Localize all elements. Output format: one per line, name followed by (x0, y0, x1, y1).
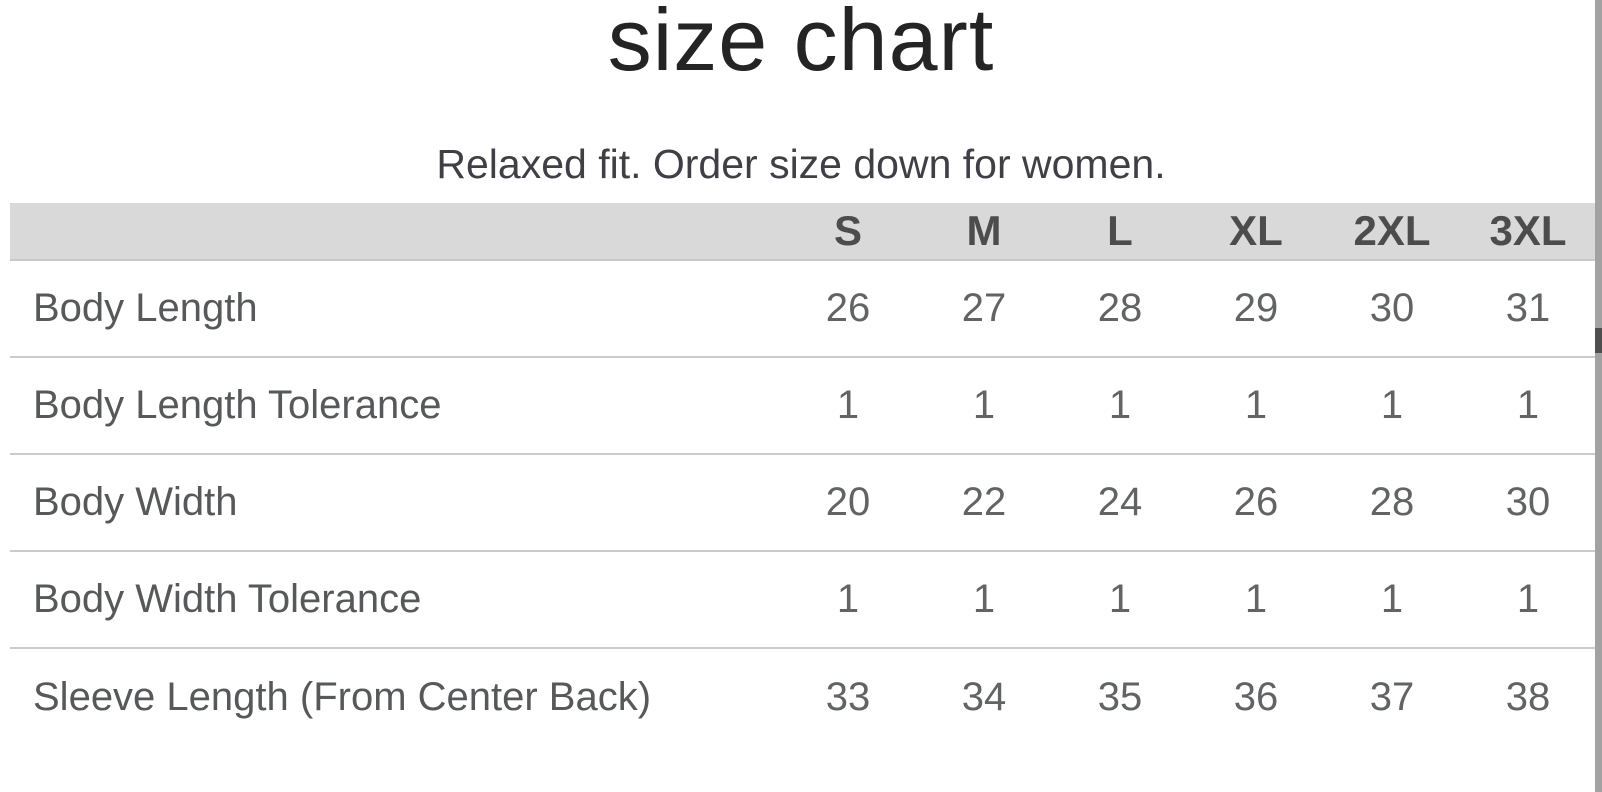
size-value-cell: 35 (1052, 648, 1188, 746)
size-value-cell: 28 (1052, 260, 1188, 358)
size-value-cell: 27 (916, 260, 1052, 358)
size-value-cell: 28 (1324, 454, 1460, 552)
size-value-cell: 36 (1188, 648, 1324, 746)
scrollbar-thumb[interactable] (1595, 328, 1602, 353)
table-row-body-length: Body Length 26 27 28 29 30 31 (10, 260, 1596, 358)
size-value-cell: 38 (1460, 648, 1596, 746)
size-value-cell: 1 (780, 551, 916, 649)
size-value-cell: 34 (916, 648, 1052, 746)
size-value-cell: 22 (916, 454, 1052, 552)
page-title: size chart (607, 0, 995, 89)
size-value-cell: 29 (1188, 260, 1324, 358)
size-col-header-3xl: 3XL (1460, 203, 1596, 261)
size-table-header: S M L XL 2XL 3XL (10, 203, 1596, 261)
table-row-body-length-tolerance: Body Length Tolerance 1 1 1 1 1 1 (10, 357, 1596, 455)
table-row-body-width-tolerance: Body Width Tolerance 1 1 1 1 1 1 (10, 551, 1596, 649)
size-value-cell: 1 (1188, 551, 1324, 649)
size-value-cell: 30 (1324, 260, 1460, 358)
size-value-cell: 26 (780, 260, 916, 358)
size-chart-table: S M L XL 2XL 3XL Body Length 26 27 28 29… (10, 203, 1596, 746)
size-col-header-m: M (916, 203, 1052, 261)
size-value-cell: 1 (780, 357, 916, 455)
size-value-cell: 1 (1052, 551, 1188, 649)
row-label: Body Length Tolerance (10, 357, 780, 455)
size-value-cell: 30 (1460, 454, 1596, 552)
size-value-cell: 24 (1052, 454, 1188, 552)
size-value-cell: 1 (1460, 551, 1596, 649)
size-value-cell: 1 (1324, 551, 1460, 649)
row-label: Body Width Tolerance (10, 551, 780, 649)
size-value-cell: 1 (916, 357, 1052, 455)
size-value-cell: 1 (1052, 357, 1188, 455)
size-table-body: Body Length 26 27 28 29 30 31 Body Lengt… (10, 260, 1596, 746)
page-subtitle: Relaxed fit. Order size down for women. (436, 141, 1166, 187)
size-value-cell: 31 (1460, 260, 1596, 358)
size-value-cell: 1 (916, 551, 1052, 649)
size-col-header-xl: XL (1188, 203, 1324, 261)
size-value-cell: 20 (780, 454, 916, 552)
size-value-cell: 37 (1324, 648, 1460, 746)
header-row: S M L XL 2XL 3XL (10, 203, 1596, 261)
size-col-header-2xl: 2XL (1324, 203, 1460, 261)
row-label: Sleeve Length (From Center Back) (10, 648, 780, 746)
size-col-header-s: S (780, 203, 916, 261)
row-label: Body Width (10, 454, 780, 552)
size-value-cell: 33 (780, 648, 916, 746)
table-row-sleeve-length: Sleeve Length (From Center Back) 33 34 3… (10, 648, 1596, 746)
row-label: Body Length (10, 260, 780, 358)
size-value-cell: 1 (1324, 357, 1460, 455)
size-value-cell: 1 (1188, 357, 1324, 455)
header-empty-cell (10, 203, 780, 261)
size-value-cell: 26 (1188, 454, 1324, 552)
size-value-cell: 1 (1460, 357, 1596, 455)
size-col-header-l: L (1052, 203, 1188, 261)
scrollbar-track[interactable] (1595, 0, 1602, 792)
table-row-body-width: Body Width 20 22 24 26 28 30 (10, 454, 1596, 552)
